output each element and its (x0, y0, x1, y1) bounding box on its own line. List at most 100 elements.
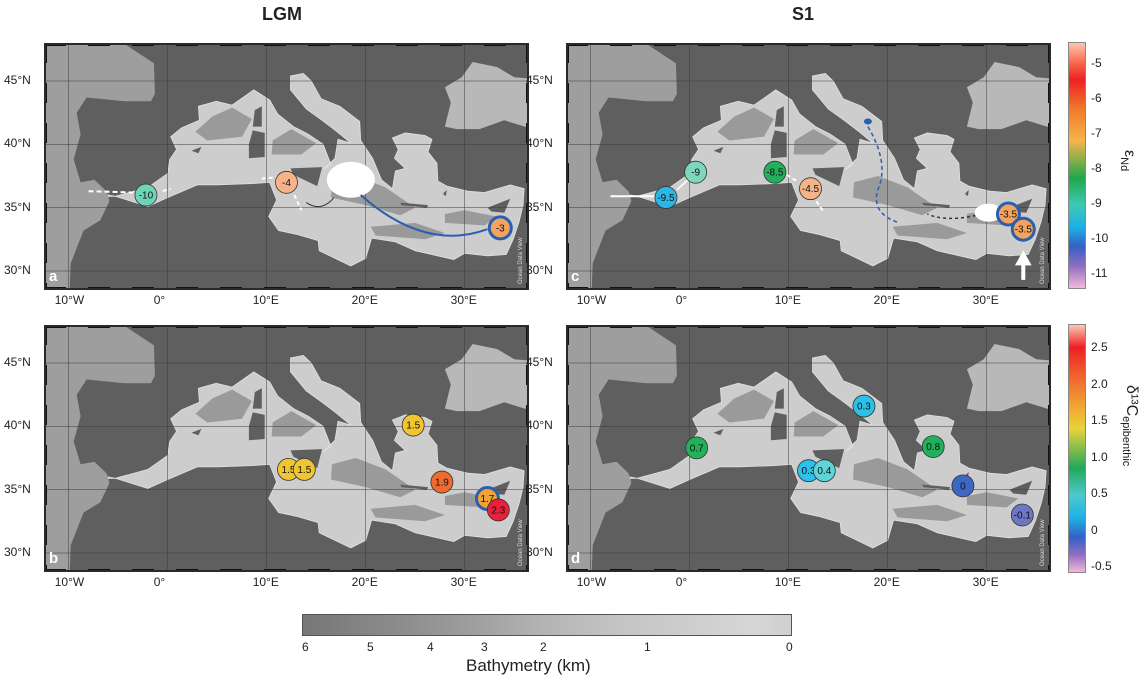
island (964, 189, 969, 197)
lon-tick-label: 30°E (972, 293, 999, 307)
colorbar-nd-tick: -10 (1091, 231, 1109, 245)
frame-tick (176, 287, 198, 290)
station-marker: -3 (487, 215, 513, 241)
colorbar-c13-title: δ¹³Cepibenthic (1119, 385, 1140, 467)
frame-tick (566, 365, 569, 385)
bathymetry-colorbar (302, 614, 792, 636)
colorbar-c13-tick: -0.5 (1091, 559, 1112, 573)
frame-tick (44, 325, 47, 345)
marker-value: -4.5 (802, 184, 820, 195)
frame-tick (566, 569, 588, 572)
deep-basin (892, 222, 967, 240)
frame-tick (654, 325, 676, 328)
frame-tick (526, 445, 529, 465)
island (400, 484, 428, 490)
frame-tick (1048, 565, 1051, 572)
frame-tick (484, 287, 506, 290)
frame-tick (88, 287, 110, 290)
island (774, 106, 784, 127)
colorbar-nd-title: εNd (1117, 150, 1138, 172)
frame-tick (918, 325, 940, 328)
flow-arrow (261, 176, 303, 211)
lon-tick-label: 10°W (54, 575, 85, 589)
island (812, 449, 845, 469)
frame-tick (654, 569, 676, 572)
frame-tick (1048, 123, 1051, 143)
frame-tick (88, 325, 110, 328)
frame-tick (698, 43, 720, 46)
lon-tick-label: 20°E (873, 293, 900, 307)
frame-tick (220, 325, 242, 328)
lon-tick-label: 10°W (576, 293, 607, 307)
frame-tick (44, 203, 47, 223)
deep-basin (853, 458, 938, 498)
frame-tick (88, 43, 110, 46)
frame-tick (44, 405, 47, 425)
station-marker: 0.7 (685, 436, 709, 460)
frame-tick (962, 287, 984, 290)
frame-tick (1048, 83, 1051, 103)
island (713, 428, 724, 436)
frame-tick (698, 569, 720, 572)
island (774, 388, 784, 409)
island (922, 484, 950, 490)
frame-tick (566, 163, 569, 183)
station-marker: 2.3 (486, 498, 510, 522)
frame-tick (742, 287, 764, 290)
deep-basin (271, 411, 317, 437)
marker-value: 1.5 (282, 465, 296, 476)
bathymetry-tick: 0 (786, 640, 793, 654)
atlantic-ocean (44, 325, 155, 572)
frame-tick (566, 445, 569, 465)
frame-tick (1048, 43, 1051, 63)
deep-basin (331, 458, 416, 498)
frame-tick (566, 43, 588, 46)
lat-tick-label: 40°N (526, 136, 553, 151)
colorbar-c13-tick: 2.0 (1091, 376, 1108, 391)
frame-tick (786, 287, 808, 290)
map-panel-a: -10 -4 -3 (44, 43, 529, 290)
frame-tick (566, 405, 569, 425)
frame-tick (1048, 283, 1051, 290)
frame-tick (566, 283, 569, 290)
frame-tick (698, 287, 720, 290)
frame-tick (176, 569, 198, 572)
frame-tick (830, 43, 852, 46)
frame-tick (1048, 525, 1051, 545)
frame-tick (830, 569, 852, 572)
ocean-data-view-credit: Ocean Data View (1040, 237, 1046, 284)
frame-tick (44, 325, 66, 328)
marker-value: -3.5 (1000, 210, 1018, 221)
frame-tick (742, 569, 764, 572)
frame-tick (44, 445, 47, 465)
frame-tick (526, 565, 529, 572)
frame-tick (396, 287, 418, 290)
panel-letter: a (49, 268, 58, 285)
map-panel-b: 1.5 1.5 1.5 1.9 1.7 2.3 (44, 325, 529, 572)
station-marker: 0 (951, 474, 975, 498)
deep-basin (195, 107, 252, 141)
flow-path-blue (867, 126, 900, 224)
marker-value: 0.4 (817, 466, 831, 477)
marker-value: -8.5 (766, 168, 784, 179)
convection-cell (326, 161, 375, 198)
colorbar-nd-tick: -7 (1091, 126, 1102, 140)
frame-tick (1006, 43, 1028, 46)
bathymetry-tick: 6 (302, 640, 309, 654)
deep-basin (793, 129, 839, 155)
frame-tick (786, 43, 808, 46)
station-marker: -10 (134, 183, 158, 207)
map-panel-d: 0.7 0.3 0.4 0.3 0.8 0 -0.1 (566, 325, 1051, 572)
deep-basin (717, 389, 774, 423)
adriatic-source (863, 118, 872, 125)
lon-tick-label: 20°E (351, 293, 378, 307)
lat-tick-label: 35°N (526, 481, 553, 496)
marker-value: 1.5 (406, 421, 420, 432)
frame-tick (566, 287, 588, 290)
frame-tick (566, 485, 569, 505)
frame-tick (396, 569, 418, 572)
frame-tick (176, 43, 198, 46)
frame-tick (484, 325, 506, 328)
panel-letter: c (571, 268, 580, 285)
frame-tick (396, 325, 418, 328)
